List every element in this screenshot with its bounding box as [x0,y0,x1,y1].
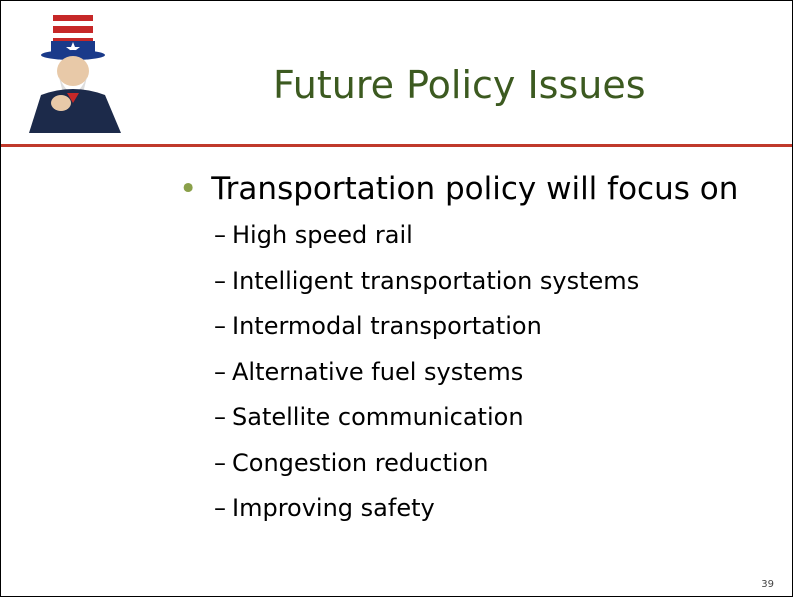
dash: – [214,358,226,386]
sub-item-text: High speed rail [232,221,413,249]
dash: – [214,494,226,522]
dash: – [214,312,226,340]
sub-item: –Alternative fuel systems [214,358,523,386]
sub-item: –Congestion reduction [214,449,488,477]
dash: – [214,221,226,249]
sub-item-text: Congestion reduction [232,449,488,477]
sub-item: –Intermodal transportation [214,312,542,340]
bullet-text: Transportation policy will focus on [211,171,738,207]
sub-item-text: Alternative fuel systems [232,358,523,386]
sub-item-text: Intermodal transportation [232,312,542,340]
sub-item-text: Intelligent transportation systems [232,267,639,295]
main-bullet: •Transportation policy will focus on [179,171,738,207]
sub-item: –Satellite communication [214,403,524,431]
dash: – [214,267,226,295]
sub-item-text: Satellite communication [232,403,524,431]
sub-item-text: Improving safety [232,494,435,522]
sub-item: –Intelligent transportation systems [214,267,639,295]
slide-title: Future Policy Issues [273,63,646,107]
sub-item: –High speed rail [214,221,413,249]
uncle-sam-image [21,13,131,138]
dash: – [214,449,226,477]
sub-item: –Improving safety [214,494,435,522]
page-number: 39 [761,579,774,590]
title-rule [1,144,792,147]
dash: – [214,403,226,431]
slide: Future Policy Issues •Transportation pol… [0,0,793,597]
